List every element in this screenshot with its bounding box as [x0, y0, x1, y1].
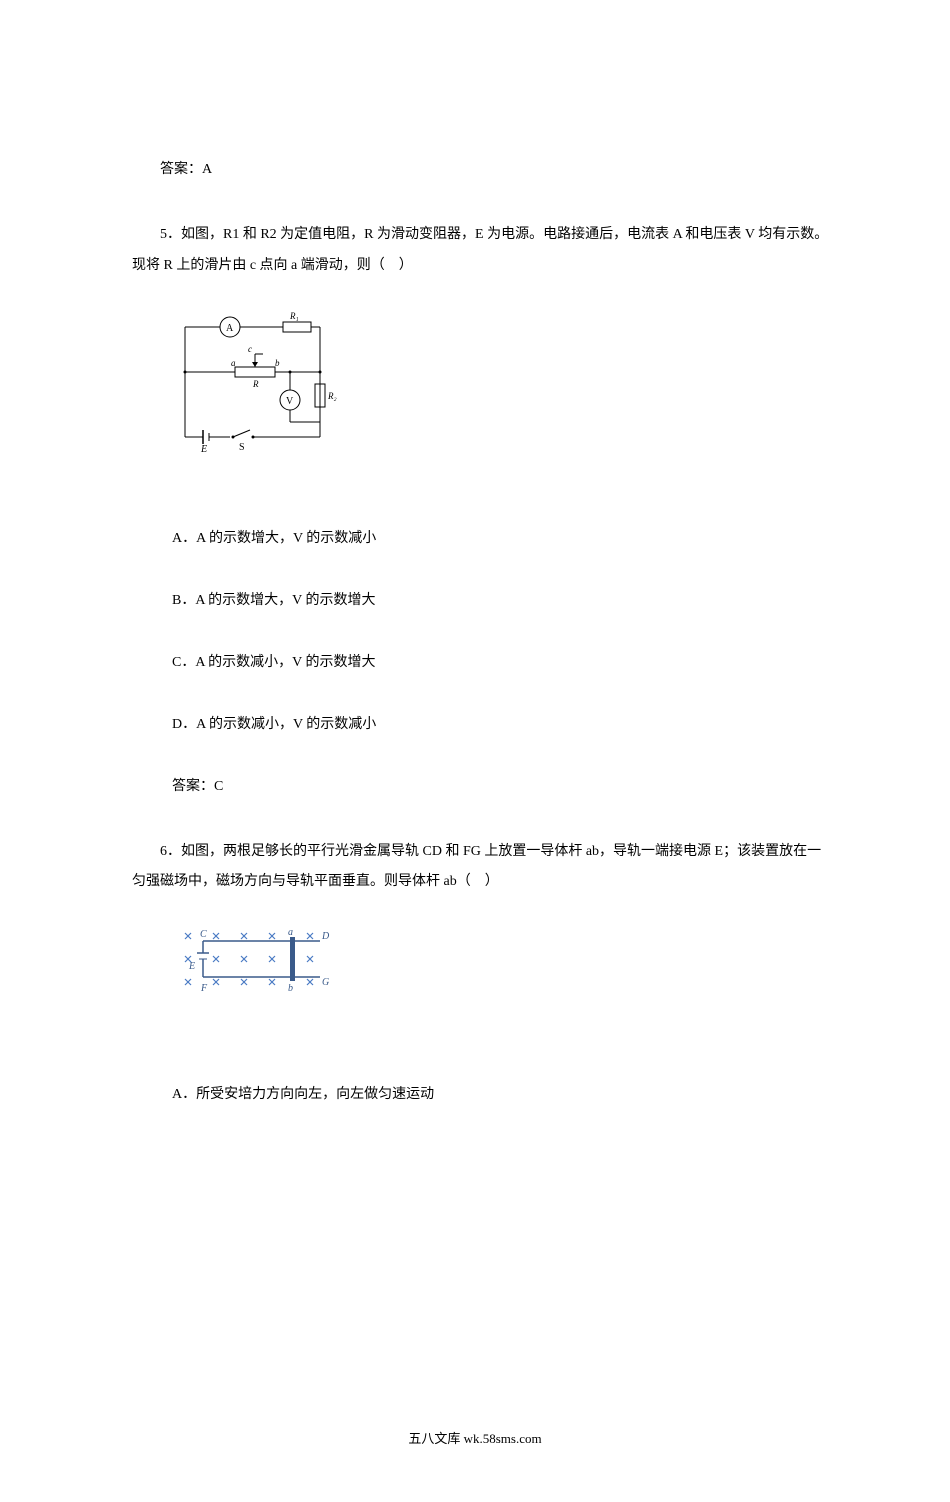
label-a-slider: a [231, 358, 236, 368]
label-b-bar: b [288, 983, 293, 994]
label-g-rail: G [322, 977, 329, 988]
label-r2: R₂ [327, 391, 337, 401]
label-d-rail: D [321, 931, 330, 942]
label-c: c [248, 344, 252, 354]
options-5: A．A 的示数增大，V 的示数减小 B．A 的示数增大，V 的示数增大 C．A … [172, 527, 830, 733]
label-voltmeter: V [286, 396, 294, 407]
label-e-source: E [188, 961, 195, 972]
page-footer: 五八文库 wk.58sms.com [0, 1428, 950, 1447]
answer-1: 答案：A [160, 158, 830, 178]
label-s: S [239, 442, 245, 452]
label-b-slider: b [275, 358, 280, 368]
option-5a: A．A 的示数增大，V 的示数减小 [172, 527, 830, 547]
answer-5: 答案：C [172, 775, 830, 795]
circuit-diagram: E S A R₁ a R b c [175, 312, 830, 457]
label-f-rail: F [200, 983, 208, 994]
option-5d: D．A 的示数减小，V 的示数减小 [172, 713, 830, 733]
label-c-rail: C [200, 929, 207, 940]
rail-diagram: C D F G a b E [175, 923, 830, 1003]
label-a-bar: a [288, 927, 293, 938]
label-r1: R₁ [289, 312, 299, 321]
label-ammeter: A [226, 323, 234, 334]
option-6a: A．所受安培力方向向左，向左做匀速运动 [172, 1083, 830, 1103]
label-r: R [252, 379, 259, 389]
question-5-text: 5．如图，R1 和 R2 为定值电阻，R 为滑动变阻器，E 为电源。电路接通后，… [132, 220, 830, 282]
question-6-text: 6．如图，两根足够长的平行光滑金属导轨 CD 和 FG 上放置一导体杆 ab，导… [132, 837, 830, 899]
option-5b: B．A 的示数增大，V 的示数增大 [172, 589, 830, 609]
option-5c: C．A 的示数减小，V 的示数增大 [172, 651, 830, 671]
label-e: E [200, 444, 207, 452]
